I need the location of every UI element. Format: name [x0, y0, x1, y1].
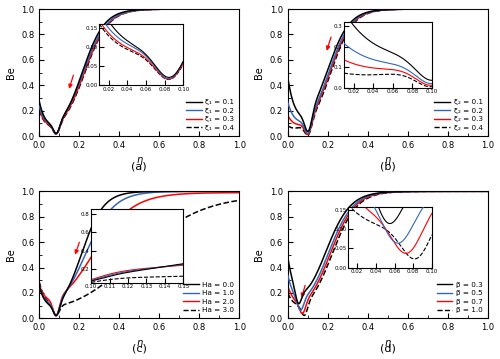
Legend: ξ₁ = 0.1, ξ₁ = 0.2, ξ₁ = 0.3, ξ₁ = 0.4: ξ₁ = 0.1, ξ₁ = 0.2, ξ₁ = 0.3, ξ₁ = 0.4 — [184, 98, 236, 132]
Text: (c): (c) — [132, 344, 146, 354]
Y-axis label: Be: Be — [6, 66, 16, 79]
X-axis label: η: η — [385, 338, 391, 348]
Y-axis label: Be: Be — [254, 248, 264, 261]
Text: (a): (a) — [132, 162, 147, 172]
Y-axis label: Be: Be — [254, 66, 264, 79]
Legend: β = 0.3, β = 0.5, β = 0.7, β = 1.0: β = 0.3, β = 0.5, β = 0.7, β = 1.0 — [435, 280, 484, 315]
X-axis label: η: η — [385, 155, 391, 165]
X-axis label: η: η — [136, 338, 142, 348]
Text: (b): (b) — [380, 162, 396, 172]
Legend: ξ₂ = 0.1, ξ₂ = 0.2, ξ₂ = 0.3, ξ₂ = 0.4: ξ₂ = 0.1, ξ₂ = 0.2, ξ₂ = 0.3, ξ₂ = 0.4 — [433, 98, 484, 132]
Y-axis label: Be: Be — [6, 248, 16, 261]
Legend: Ha = 0.0, Ha = 1.0, Ha = 2.0, Ha = 3.0: Ha = 0.0, Ha = 1.0, Ha = 2.0, Ha = 3.0 — [182, 280, 236, 315]
X-axis label: η: η — [136, 155, 142, 165]
Text: (d): (d) — [380, 344, 396, 354]
